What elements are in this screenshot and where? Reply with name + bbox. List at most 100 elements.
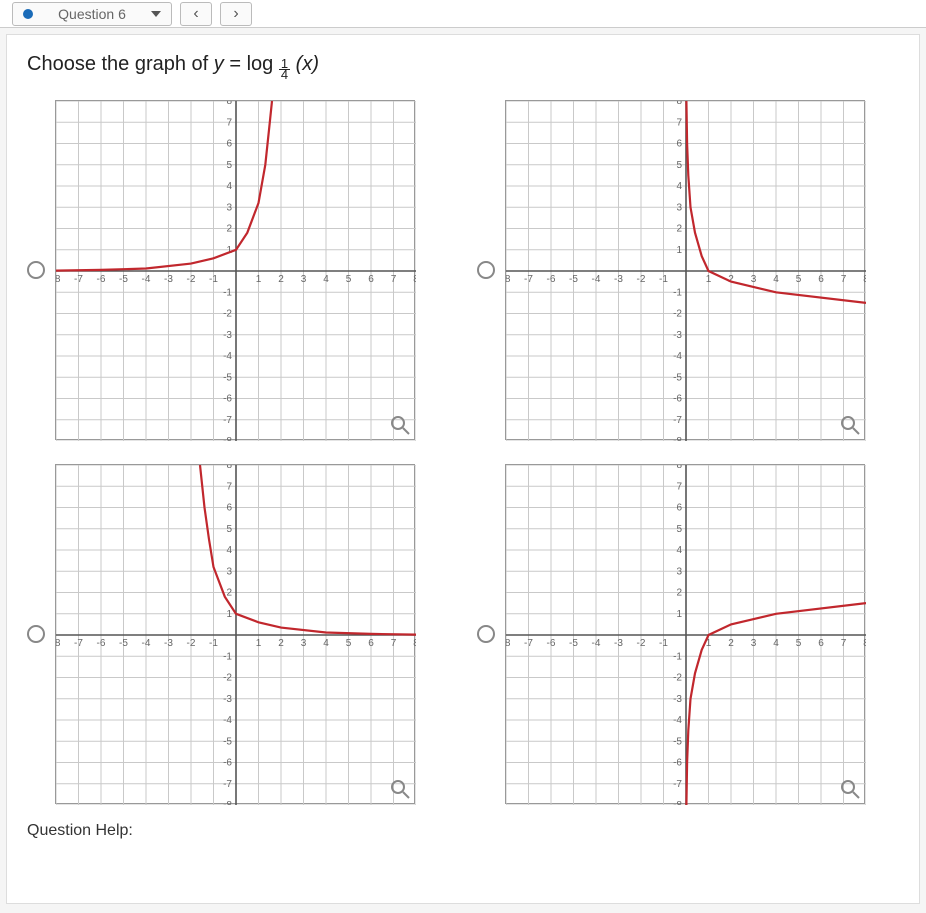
- prompt-base: 1 4: [279, 59, 290, 80]
- svg-text:-3: -3: [164, 274, 173, 285]
- svg-text:7: 7: [841, 274, 847, 285]
- svg-text:2: 2: [226, 224, 232, 235]
- prev-question-button[interactable]: ‹: [180, 2, 212, 26]
- svg-text:-3: -3: [614, 274, 623, 285]
- svg-text:3: 3: [301, 638, 307, 649]
- svg-text:8: 8: [676, 101, 682, 107]
- svg-text:-3: -3: [673, 330, 682, 341]
- svg-text:1: 1: [676, 609, 682, 620]
- prompt-base-den: 4: [279, 70, 290, 80]
- graph-B[interactable]: -8-7-6-5-4-3-2-112345678-8-7-6-5-4-3-2-1…: [505, 100, 865, 440]
- chevron-down-icon: [151, 11, 161, 17]
- svg-text:-4: -4: [142, 274, 151, 285]
- svg-text:-4: -4: [223, 351, 232, 362]
- choice-radio[interactable]: [27, 625, 45, 643]
- svg-text:-8: -8: [673, 800, 682, 805]
- svg-text:4: 4: [226, 545, 232, 556]
- svg-text:-2: -2: [673, 673, 682, 684]
- svg-text:-6: -6: [673, 758, 682, 769]
- svg-text:-8: -8: [56, 638, 61, 649]
- svg-text:8: 8: [226, 465, 232, 471]
- svg-text:-4: -4: [673, 715, 682, 726]
- svg-text:-8: -8: [506, 638, 511, 649]
- svg-text:-1: -1: [223, 651, 232, 662]
- svg-text:-1: -1: [673, 287, 682, 298]
- choice-radio[interactable]: [27, 261, 45, 279]
- svg-text:5: 5: [226, 160, 232, 171]
- svg-text:-6: -6: [547, 274, 556, 285]
- magnify-icon[interactable]: [840, 415, 860, 435]
- prompt-prefix: Choose the graph of: [27, 53, 214, 75]
- svg-text:-8: -8: [223, 436, 232, 441]
- svg-text:-1: -1: [659, 638, 668, 649]
- svg-text:6: 6: [226, 139, 232, 150]
- svg-text:4: 4: [226, 181, 232, 192]
- choices-grid: -8 -7 -6 -5 -4 -3 -2 -1 1 2 3 4 5 6 7 8 -8 -7 -6 -5 -4 -3 -2 -1…: [27, 100, 887, 804]
- svg-text:4: 4: [323, 638, 329, 649]
- svg-text:-2: -2: [187, 638, 196, 649]
- svg-text:3: 3: [751, 274, 757, 285]
- answer-choice: -8-7-6-5-4-3-2-112345678-8-7-6-5-4-3-2-1…: [27, 100, 437, 440]
- question-label: Question 6: [58, 6, 126, 22]
- svg-text:-5: -5: [569, 274, 578, 285]
- svg-text:-8: -8: [673, 436, 682, 441]
- svg-text:7: 7: [676, 481, 682, 492]
- svg-text:-2: -2: [637, 638, 646, 649]
- svg-text:6: 6: [226, 503, 232, 514]
- svg-text:4: 4: [676, 545, 682, 556]
- svg-text:-7: -7: [223, 779, 232, 790]
- svg-text:5: 5: [226, 524, 232, 535]
- svg-text:-4: -4: [223, 715, 232, 726]
- svg-text:-4: -4: [592, 638, 601, 649]
- svg-text:-8: -8: [506, 274, 511, 285]
- svg-text:-1: -1: [209, 274, 218, 285]
- svg-text:-6: -6: [223, 394, 232, 405]
- svg-text:7: 7: [676, 117, 682, 128]
- svg-text:6: 6: [368, 274, 374, 285]
- svg-text:6: 6: [818, 274, 824, 285]
- magnify-icon[interactable]: [390, 415, 410, 435]
- magnify-icon[interactable]: [840, 779, 860, 799]
- graph-D[interactable]: -8-7-6-5-4-3-2-112345678-8-7-6-5-4-3-2-1…: [505, 464, 865, 804]
- svg-text:5: 5: [796, 274, 802, 285]
- svg-text:5: 5: [796, 638, 802, 649]
- svg-text:3: 3: [676, 202, 682, 213]
- svg-text:-7: -7: [524, 638, 533, 649]
- next-question-button[interactable]: ›: [220, 2, 252, 26]
- svg-text:4: 4: [773, 638, 779, 649]
- svg-text:6: 6: [368, 638, 374, 649]
- svg-text:-2: -2: [637, 274, 646, 285]
- svg-text:-5: -5: [119, 638, 128, 649]
- svg-text:-1: -1: [209, 638, 218, 649]
- svg-text:8: 8: [413, 274, 416, 285]
- svg-text:5: 5: [676, 524, 682, 535]
- choice-radio[interactable]: [477, 261, 495, 279]
- svg-text:2: 2: [278, 274, 284, 285]
- svg-text:-4: -4: [142, 638, 151, 649]
- question-help-label: Question Help:: [27, 822, 899, 840]
- svg-text:-7: -7: [524, 274, 533, 285]
- svg-text:-6: -6: [97, 274, 106, 285]
- svg-text:-8: -8: [56, 274, 61, 285]
- graph-C[interactable]: -8-7-6-5-4-3-2-112345678-8-7-6-5-4-3-2-1…: [55, 464, 415, 804]
- choice-radio[interactable]: [477, 625, 495, 643]
- svg-text:-3: -3: [223, 330, 232, 341]
- svg-text:-2: -2: [223, 673, 232, 684]
- svg-text:-8: -8: [223, 800, 232, 805]
- svg-text:-7: -7: [673, 779, 682, 790]
- magnify-icon[interactable]: [390, 779, 410, 799]
- svg-text:2: 2: [676, 224, 682, 235]
- svg-text:7: 7: [226, 117, 232, 128]
- svg-text:8: 8: [863, 638, 866, 649]
- prompt-eq: =: [229, 53, 246, 75]
- prompt-lhs: y: [214, 53, 224, 75]
- svg-text:-5: -5: [223, 372, 232, 383]
- svg-text:3: 3: [301, 274, 307, 285]
- svg-text:-1: -1: [223, 287, 232, 298]
- svg-text:1: 1: [226, 609, 232, 620]
- question-selector[interactable]: Question 6: [12, 2, 172, 26]
- svg-text:-6: -6: [547, 638, 556, 649]
- svg-text:-5: -5: [223, 736, 232, 747]
- graph-A[interactable]: -8-7-6-5-4-3-2-112345678-8-7-6-5-4-3-2-1…: [55, 100, 415, 440]
- svg-text:7: 7: [226, 481, 232, 492]
